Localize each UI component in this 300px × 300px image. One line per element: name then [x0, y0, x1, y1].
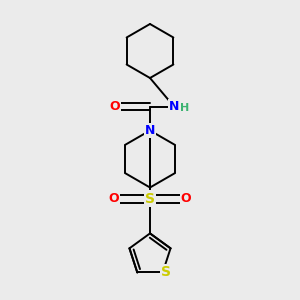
Text: H: H	[180, 103, 189, 113]
Text: O: O	[109, 192, 119, 205]
Text: O: O	[181, 192, 191, 205]
Text: N: N	[145, 124, 155, 137]
Text: S: S	[145, 192, 155, 206]
Text: N: N	[169, 100, 179, 113]
Text: S: S	[161, 266, 171, 280]
Text: O: O	[109, 100, 120, 113]
